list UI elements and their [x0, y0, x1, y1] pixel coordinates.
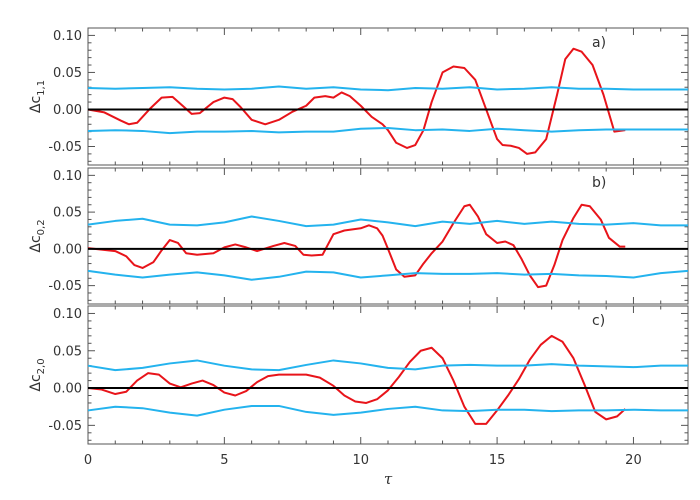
x-tick-label: 15 — [489, 453, 506, 468]
panel-3-ylabel-base: Δc — [28, 374, 44, 391]
panel-1-ytick-label: 0.05 — [53, 66, 82, 81]
panel-3-ytick-label: -0.05 — [48, 419, 82, 434]
panel-1-label: a) — [592, 35, 606, 51]
panel-2-ytick-label: 0.05 — [53, 206, 82, 221]
panel-2-label: b) — [592, 175, 606, 191]
x-tick-label: 0 — [84, 453, 92, 468]
panel-1-ytick-label: -0.05 — [48, 140, 82, 155]
x-tick-label: 20 — [625, 453, 642, 468]
panel-3-label: c) — [592, 313, 605, 329]
panel-2-signal-line-0 — [87, 203, 626, 289]
panel-1-ylabel-base: Δc — [28, 96, 44, 113]
panel-2-ylabel-subscript: 0,2 — [36, 219, 47, 235]
panel-1-envelope-line-2 — [87, 126, 688, 135]
panel-3-envelope-line-2 — [87, 404, 688, 417]
panel-3-ytick-label: 0.05 — [53, 344, 82, 359]
panel-1-ylabel: Δc1,1 — [28, 80, 47, 113]
panel-2-envelope-line-1 — [87, 215, 688, 228]
panel-1-ytick-label: 0.00 — [53, 103, 82, 118]
panel-3-ylabel: Δc2,0 — [28, 358, 47, 391]
panel-2-envelope-line-2 — [87, 269, 689, 281]
panel-3-ytick-label: 0.00 — [53, 382, 82, 397]
panel-2-ytick-label: -0.05 — [48, 279, 82, 294]
panel-2-ylabel: Δc0,2 — [28, 219, 47, 252]
panel-3-ytick-label: 0.10 — [53, 307, 82, 322]
panel-1-envelope-line-1 — [87, 85, 688, 92]
panel-1-ytick-label: 0.10 — [53, 29, 82, 44]
x-tick-label: 10 — [352, 453, 369, 468]
x-tick-label: 5 — [220, 453, 228, 468]
panel-1-signal-line-0 — [87, 47, 626, 155]
panel-1-ylabel-subscript: 1,1 — [36, 80, 47, 96]
panel-2-ylabel-base: Δc — [28, 235, 44, 252]
panel-3-ylabel-subscript: 2,0 — [36, 358, 47, 374]
panel-2-ytick-label: 0.10 — [53, 169, 82, 184]
panel-2-ytick-label: 0.00 — [53, 242, 82, 257]
panel-3-envelope-line-1 — [87, 359, 688, 372]
x-axis-label: τ — [384, 470, 393, 488]
